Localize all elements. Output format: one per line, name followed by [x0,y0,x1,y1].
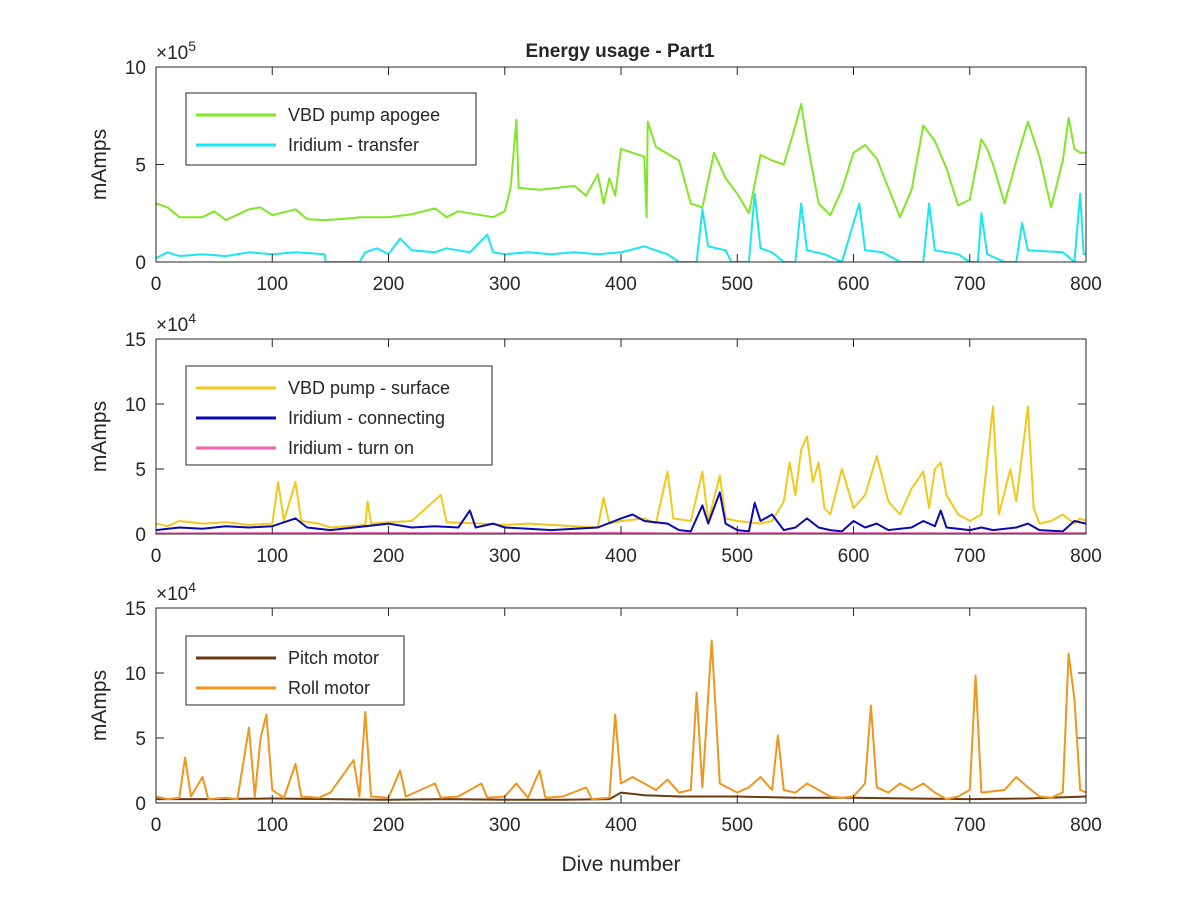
x-tick-label: 500 [721,274,753,295]
x-tick-label: 600 [838,815,870,836]
legend-label-2: Iridium - transfer [288,135,419,155]
legend-box [185,92,477,166]
series-line-1 [156,405,1086,529]
y-exponent-power: 4 [188,310,196,326]
legend-label-2: Roll motor [288,678,370,698]
series-line-2 [156,192,1086,262]
legend-label-1: Pitch motor [288,648,379,668]
x-axis-label: Dive number [561,853,680,876]
y-exponent-power: 5 [188,38,196,54]
y-tick-label: 0 [135,253,146,274]
series-line-1 [156,103,1086,222]
legend-label-1: VBD pump apogee [288,105,440,125]
y-tick-label: 0 [135,794,146,815]
x-tick-label: 300 [489,546,521,567]
x-tick-label: 700 [954,546,986,567]
x-tick-label: 800 [1070,546,1102,567]
x-tick-label: 300 [489,274,521,295]
x-tick-label: 400 [605,546,637,567]
legend-label-2: Iridium - connecting [288,408,445,428]
x-tick-label: 200 [373,274,405,295]
x-tick-label: 700 [954,815,986,836]
x-tick-label: 500 [721,815,753,836]
subplot-2: 0 100 200 300 400 500 600 700 800051015×104mAmps… [88,310,1102,567]
y-tick-label: 15 [125,330,146,351]
series-line-1 [156,791,1086,801]
x-tick-label: 600 [838,546,870,567]
series-line-3 [156,531,1086,534]
x-tick-label: 600 [838,274,870,295]
x-tick-label: 0 [151,274,162,295]
legend-label-1: VBD pump - surface [288,378,450,398]
x-tick-label: 800 [1070,274,1102,295]
y-tick-label: 5 [135,729,146,750]
x-tick-label: 100 [256,546,288,567]
x-tick-label: 800 [1070,815,1102,836]
x-tick-label: 0 [151,815,162,836]
x-tick-label: 100 [256,815,288,836]
figure-title: Energy usage - Part1 [525,41,714,62]
subplot-1: 0 100 200 300 400 500 600 700 8000510×105mAmpsVB… [88,38,1102,295]
y-tick-label: 0 [135,525,146,546]
y-axis-label: mAmps [88,401,111,472]
subplot-3: 0 100 200 300 400 500 600 700 800 0 5 10 15 ×104 mAmps… [88,579,1102,836]
y-tick-label: 10 [125,58,146,79]
y-exponent-power: 4 [188,579,196,595]
x-tick-label: 500 [721,546,753,567]
y-axis-label: mAmps [88,129,111,200]
y-exponent-label: ×104 [156,579,196,605]
x-tick-label: 400 [605,815,637,836]
y-tick-label: 5 [135,156,146,177]
legend-box [185,635,405,706]
series-line-2 [156,491,1086,533]
y-tick-label: 10 [125,664,146,685]
x-tick-label: 700 [954,274,986,295]
series-line-2 [156,639,1086,801]
y-axis-label: mAmps [88,670,111,741]
legend-label-3: Iridium - turn on [288,438,414,458]
x-tick-label: 100 [256,274,288,295]
y-tick-label: 10 [125,395,146,416]
x-tick-label: 200 [373,546,405,567]
x-tick-label: 300 [489,815,521,836]
y-tick-label: 15 [125,599,146,620]
x-tick-label: 400 [605,274,637,295]
y-tick-label: 5 [135,460,146,481]
x-tick-label: 200 [373,815,405,836]
x-tick-label: 0 [151,546,162,567]
